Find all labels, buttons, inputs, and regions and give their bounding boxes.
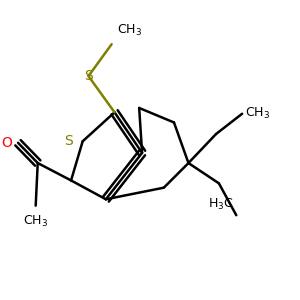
- Text: CH$_3$: CH$_3$: [117, 23, 142, 38]
- Text: H$_3$C: H$_3$C: [208, 197, 233, 212]
- Text: CH$_3$: CH$_3$: [23, 214, 48, 230]
- Text: S: S: [84, 69, 93, 83]
- Text: CH$_3$: CH$_3$: [245, 106, 270, 121]
- Text: O: O: [1, 136, 12, 150]
- Text: S: S: [64, 134, 73, 148]
